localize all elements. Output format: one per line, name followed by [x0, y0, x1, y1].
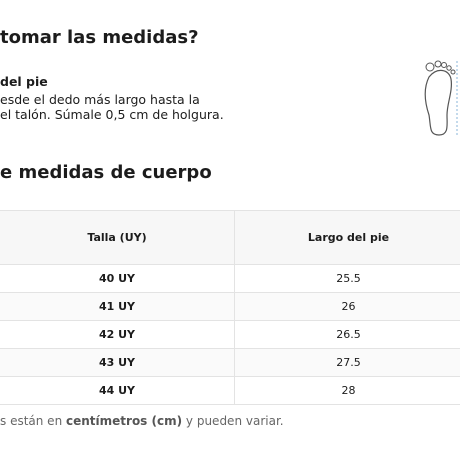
table-row: 41 UY 26 [0, 292, 460, 321]
table-cell: 28 [234, 376, 460, 405]
note: s están en centímetros (cm) y pueden var… [0, 414, 284, 428]
table-row: 42 UY 26.5 [0, 320, 460, 349]
table-cell: 25.5 [234, 264, 460, 293]
note-bold: centímetros (cm) [66, 414, 183, 428]
table-title: e medidas de cuerpo [0, 162, 212, 183]
table-row: 43 UY 27.5 [0, 348, 460, 377]
table-cell: 40 UY [0, 264, 235, 293]
table-cell: 26.5 [234, 320, 460, 349]
table-row: 40 UY 25.5 [0, 264, 460, 293]
note-text: y pueden variar. [185, 414, 284, 428]
table-cell: 41 UY [0, 292, 235, 321]
note-text: s están en [0, 414, 63, 428]
instruction-line: esde el dedo más largo hasta la [0, 92, 200, 107]
header-cell: Largo del pie [234, 210, 460, 265]
header-cell: Talla (UY) [0, 210, 235, 265]
table-cell: 42 UY [0, 320, 235, 349]
foot-illustration [424, 60, 458, 136]
table-row: 44 UY 28 [0, 376, 460, 405]
table-cell: 44 UY [0, 376, 235, 405]
size-table: Talla (UY) Largo del pie 40 UY 25.5 41 UY 26… [0, 210, 460, 405]
header-row: Talla (UY) Largo del pie [0, 210, 460, 265]
table-cell: 26 [234, 292, 460, 321]
table-cell: 43 UY [0, 348, 235, 377]
instruction-title: del pie [0, 74, 48, 89]
table-cell: 27.5 [234, 348, 460, 377]
heading: tomar las medidas? [0, 27, 199, 48]
instruction-line: el talón. Súmale 0,5 cm de holgura. [0, 107, 224, 122]
